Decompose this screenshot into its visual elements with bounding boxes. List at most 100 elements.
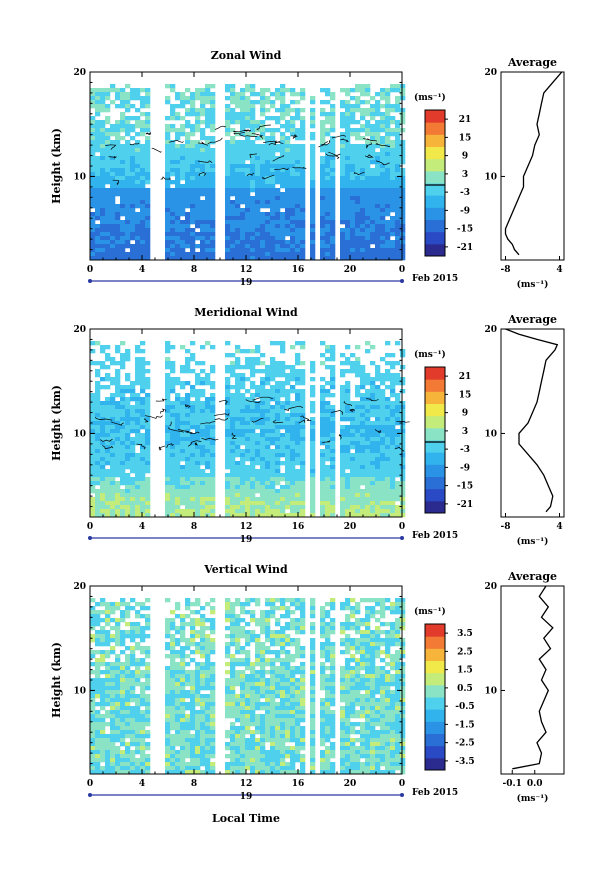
heatmap-cell <box>370 469 376 474</box>
heatmap-cell <box>230 401 236 406</box>
heatmap-cell <box>395 421 401 426</box>
heatmap-cell <box>195 244 201 249</box>
heatmap-cell <box>125 184 131 189</box>
heatmap-cell <box>180 469 186 474</box>
heatmap-cell <box>285 240 291 245</box>
heatmap-cell <box>95 413 101 418</box>
heatmap-cell <box>135 746 141 751</box>
heatmap-cell <box>210 405 216 410</box>
heatmap-cell <box>95 650 101 655</box>
heatmap-cell <box>370 220 376 225</box>
heatmap-cell <box>125 694 131 699</box>
heatmap-cell <box>190 248 196 253</box>
heatmap-cell <box>145 694 151 699</box>
heatmap-cell <box>115 172 121 177</box>
heatmap-cell <box>105 758 111 763</box>
heatmap-cell <box>345 393 351 398</box>
heatmap-cell <box>250 196 256 201</box>
heatmap-cell <box>235 188 241 193</box>
heatmap-cell <box>265 365 271 370</box>
heatmap-cell <box>205 244 211 249</box>
heatmap-cell <box>95 694 101 699</box>
heatmap-cell <box>390 461 396 466</box>
heatmap-cell <box>365 405 371 410</box>
heatmap-cell <box>95 92 101 97</box>
heatmap-cell <box>350 421 356 426</box>
heatmap-cell <box>370 497 376 502</box>
heatmap-cell <box>185 180 191 185</box>
heatmap-cell <box>355 449 361 454</box>
heatmap-cell <box>100 481 106 486</box>
heatmap-cell <box>140 690 146 695</box>
heatmap-cell <box>140 501 146 506</box>
heatmap-cell <box>100 136 106 141</box>
heatmap-cell <box>360 156 366 161</box>
heatmap-cell <box>255 160 261 165</box>
heatmap-cell <box>330 433 336 438</box>
heatmap-cell <box>330 232 336 237</box>
heatmap-cell <box>195 441 201 446</box>
heatmap-cell <box>130 192 136 197</box>
heatmap-cell <box>330 353 336 358</box>
heatmap-cell <box>370 188 376 193</box>
colorbar-tick-label: -21 <box>457 500 473 510</box>
heatmap-cell <box>140 128 146 133</box>
heatmap-cell <box>265 240 271 245</box>
heatmap-cell <box>185 381 191 386</box>
heatmap-cell <box>365 341 371 346</box>
heatmap-cell <box>375 373 381 378</box>
heatmap-cell <box>190 184 196 189</box>
heatmap-cell <box>170 678 176 683</box>
heatmap-cell <box>185 357 191 362</box>
heatmap-cell <box>260 188 266 193</box>
heatmap-cell <box>140 714 146 719</box>
heatmap-cell <box>130 493 136 498</box>
heatmap-cell <box>355 405 361 410</box>
heatmap-cell <box>100 172 106 177</box>
heatmap-cell <box>300 449 306 454</box>
heatmap-cell <box>355 164 361 169</box>
heatmap-cell <box>380 236 386 241</box>
heatmap-cell <box>175 630 181 635</box>
heatmap-cell <box>345 357 351 362</box>
heatmap-cell <box>185 433 191 438</box>
heatmap-cell <box>300 168 306 173</box>
heatmap-cell <box>225 132 231 137</box>
heatmap-cell <box>250 88 256 93</box>
heatmap-cell <box>340 441 346 446</box>
heatmap-cell <box>255 152 261 157</box>
heatmap-cell <box>200 120 206 125</box>
heatmap-cell <box>225 497 231 502</box>
heatmap-cell <box>170 746 176 751</box>
heatmap-cell <box>235 469 241 474</box>
heatmap-cell <box>285 164 291 169</box>
heatmap-cell <box>120 433 126 438</box>
profile-line <box>504 71 563 256</box>
heatmap-cell <box>140 437 146 442</box>
colorbar-segment <box>425 122 445 135</box>
heatmap-cell <box>90 152 96 157</box>
heatmap-cell <box>175 457 181 462</box>
heatmap-cell <box>350 144 356 149</box>
heatmap-cell <box>320 397 326 402</box>
heatmap-cell <box>225 485 231 490</box>
heatmap-cell <box>115 184 121 189</box>
heatmap-cell <box>175 172 181 177</box>
heatmap-cell <box>280 192 286 197</box>
heatmap-cell <box>350 513 356 518</box>
heatmap-cell <box>310 481 316 486</box>
heatmap-cell <box>280 140 286 145</box>
heatmap-cell <box>140 152 146 157</box>
heatmap-cell <box>390 437 396 442</box>
heatmap-cell <box>245 192 251 197</box>
heatmap-cell <box>330 493 336 498</box>
heatmap-cell <box>390 108 396 113</box>
heatmap-cell <box>245 473 251 478</box>
heatmap-cell <box>235 100 241 105</box>
heatmap-cell <box>195 196 201 201</box>
heatmap-cell <box>95 614 101 619</box>
heatmap-cell <box>180 425 186 430</box>
heatmap-cell <box>330 172 336 177</box>
heatmap-cell <box>250 421 256 426</box>
heatmap-cell <box>260 180 266 185</box>
